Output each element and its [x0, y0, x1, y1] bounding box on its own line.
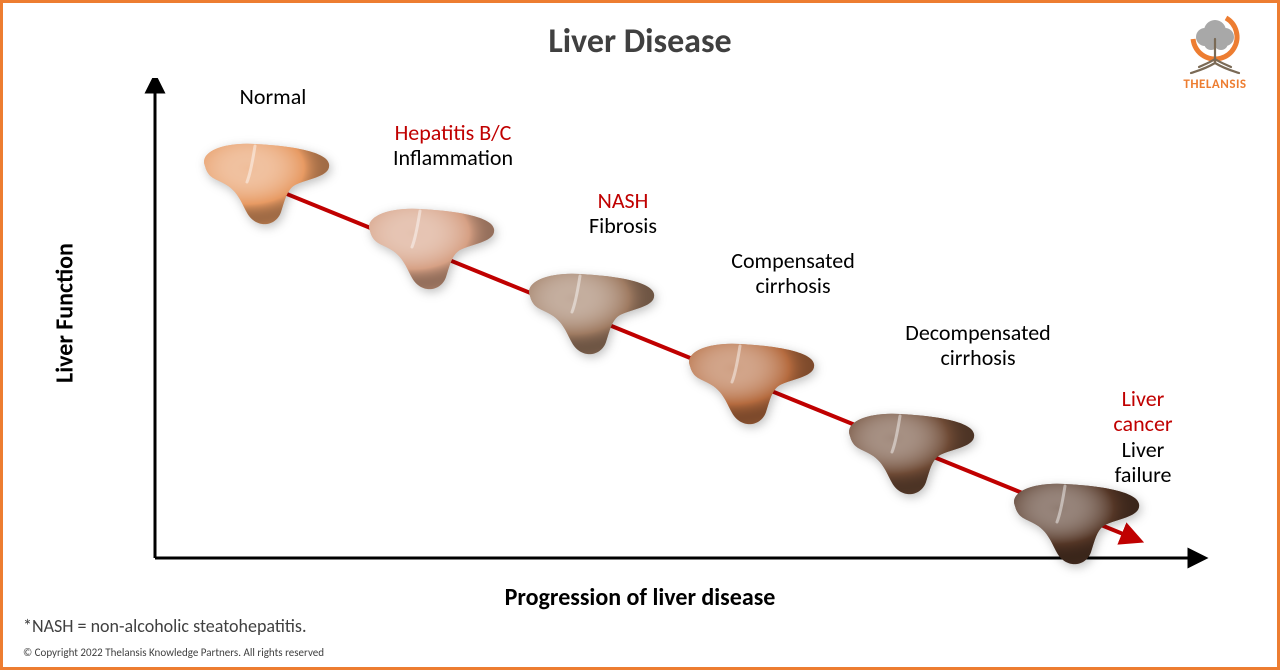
stage-label-red: NASH: [589, 188, 657, 213]
slide-frame: Liver Disease THELANSIS Liver Function: [0, 0, 1280, 670]
stage-label: Compensatedcirrhosis: [731, 248, 855, 299]
stage-label: Hepatitis B/CInflammation: [393, 120, 513, 171]
footnote: *NASH = non-alcoholic steatohepatitis.: [23, 615, 307, 637]
stage-label-black: Normal: [240, 84, 307, 109]
liver-icon: [838, 408, 978, 498]
tree-icon: [1175, 13, 1255, 79]
stage-label-red: Hepatitis B/C: [393, 120, 513, 145]
stage-label: NASHFibrosis: [589, 188, 657, 239]
stage-label: Liver cancerLiver failure: [1108, 386, 1178, 487]
stage-label: Decompensatedcirrhosis: [905, 320, 1050, 371]
copyright: © Copyright 2022 Thelansis Knowledge Par…: [23, 646, 324, 659]
liver-icon: [1003, 478, 1143, 568]
liver-icon: [358, 203, 498, 293]
stage-label-black: Compensatedcirrhosis: [731, 248, 855, 299]
liver-icon: [193, 138, 333, 228]
stage-label-black: Inflammation: [393, 145, 513, 170]
y-axis-label: Liver Function: [51, 243, 80, 383]
liver-icon: [518, 268, 658, 358]
stage-label-black: Fibrosis: [589, 213, 657, 238]
stage-label-black: Decompensatedcirrhosis: [905, 320, 1050, 371]
stage-label: Normal: [240, 84, 307, 109]
liver-icon: [678, 338, 818, 428]
page-title: Liver Disease: [3, 21, 1277, 62]
stage-label-red: Liver cancer: [1108, 386, 1178, 437]
x-axis-label: Progression of liver disease: [3, 583, 1277, 612]
chart-area: Normal Hepatitis B/CInflammation NASHFib…: [133, 78, 1213, 578]
